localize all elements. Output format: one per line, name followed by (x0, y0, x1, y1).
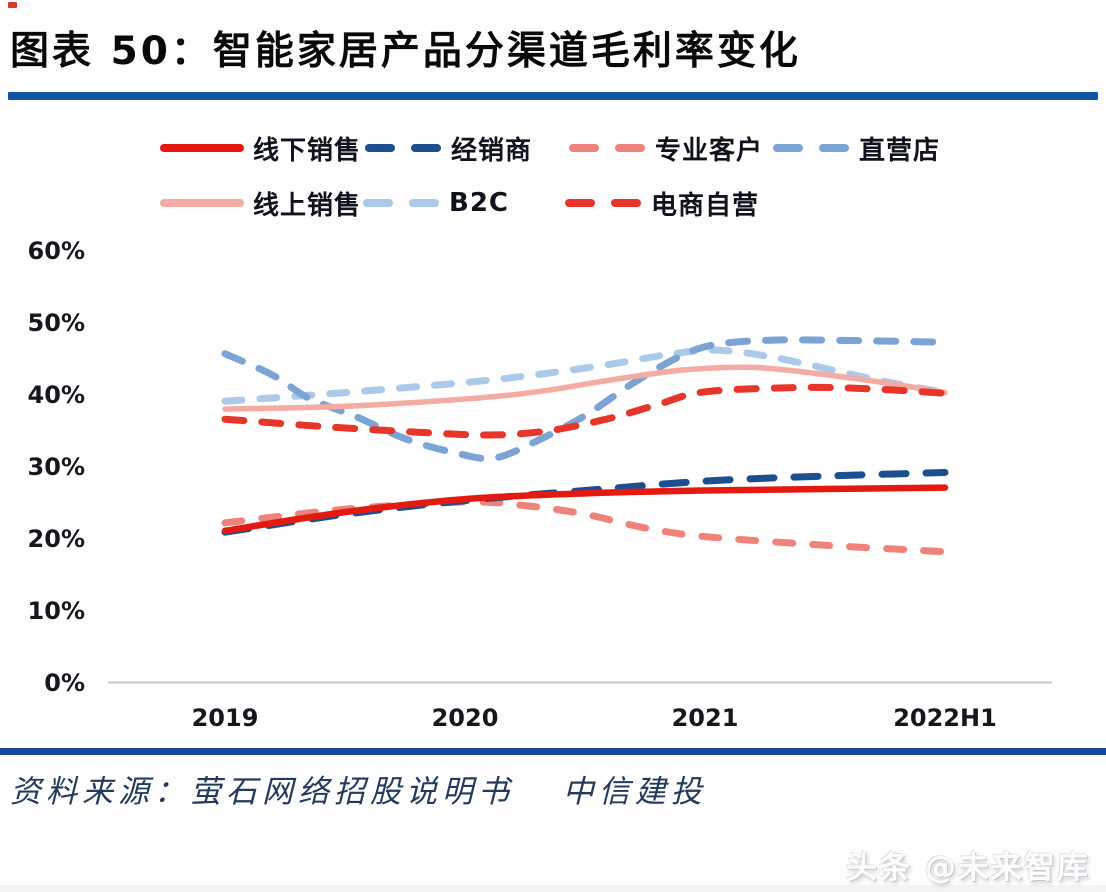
y-tick-label: 0% (44, 669, 85, 697)
title-divider-bar (8, 92, 1098, 100)
legend-label: 直营店 (859, 135, 941, 166)
legend-item-线下销售: 线下销售 (160, 132, 362, 166)
y-tick-label: 10% (28, 597, 85, 625)
x-tick-label: 2019 (192, 704, 259, 732)
x-tick-label: 2020 (432, 704, 499, 732)
series-line-直营店 (221, 336, 949, 463)
page-edge-artifact (8, 2, 17, 8)
legend-item-专业客户: 专业客户 (569, 132, 764, 166)
legend-label: 线上销售 (253, 190, 362, 221)
legend-label: 专业客户 (655, 135, 764, 166)
chart-legend: 线下销售 经销商 专业客户 直营店线上销售 B2C 电商自营 (0, 0, 1106, 230)
figure-title: 图表 50：智能家居产品分渠道毛利率变化 (10, 29, 801, 74)
legend-item-直营店: 直营店 (773, 132, 941, 166)
x-tick-label: 2022H1 (893, 704, 997, 732)
series-line-线上销售 (222, 364, 948, 412)
series-line-电商自营 (221, 383, 949, 439)
legend-item-线上销售: 线上销售 (160, 187, 362, 221)
legend-label: 经销商 (451, 135, 533, 166)
legend-label: 线下销售 (253, 135, 362, 166)
legend-swatch-dashed (569, 144, 645, 152)
footer-divider-bar (0, 748, 1106, 755)
series-line-专业客户 (221, 498, 949, 556)
watermark-text: 头条 @未来智库 (846, 850, 1090, 886)
legend-item-经销商: 经销商 (365, 132, 533, 166)
y-tick-label: 20% (28, 525, 85, 553)
y-tick-label: 40% (28, 381, 85, 409)
legend-swatch-dashed (363, 199, 439, 207)
bottom-edge-strip (0, 885, 1106, 892)
legend-label: B2C (449, 188, 509, 218)
x-tick-label: 2021 (672, 704, 739, 732)
legend-swatch-dashed (565, 199, 641, 207)
series-line-B2C (221, 346, 949, 405)
legend-swatch-solid (160, 199, 244, 207)
y-tick-label: 60% (28, 237, 85, 265)
legend-label: 电商自营 (651, 190, 760, 221)
legend-swatch-dashed (773, 144, 849, 152)
data-source-note: 资料来源：萤石网络招股说明书 中信建投 (10, 774, 707, 809)
series-line-经销商 (221, 469, 949, 536)
legend-item-B2C: B2C (363, 187, 509, 219)
y-tick-label: 50% (28, 309, 85, 337)
legend-item-电商自营: 电商自营 (565, 187, 760, 221)
legend-swatch-dashed (365, 144, 441, 152)
y-tick-label: 30% (28, 453, 85, 481)
legend-swatch-solid (160, 144, 244, 152)
series-line-线下销售 (221, 484, 949, 535)
